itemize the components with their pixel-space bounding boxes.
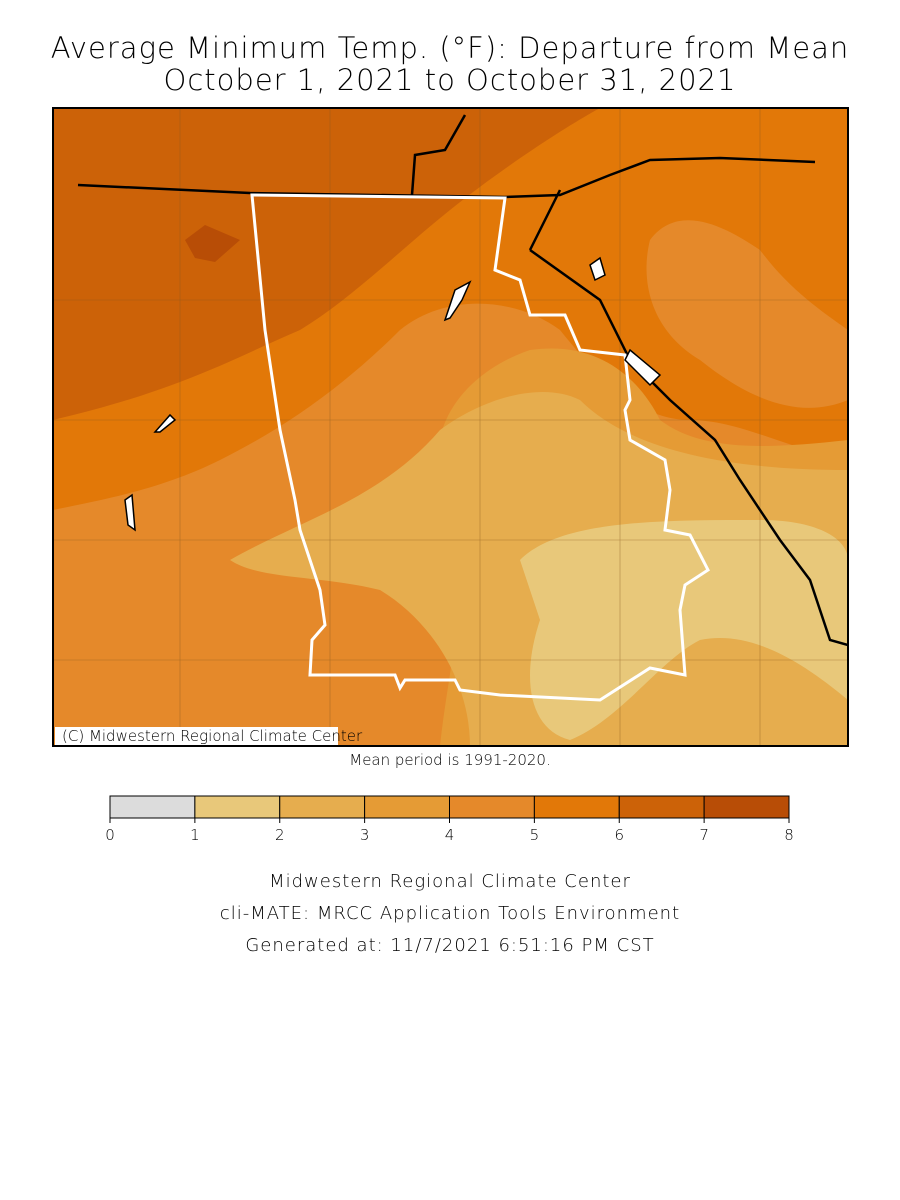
legend-swatch	[449, 795, 535, 819]
map-credit: (C) Midwestern Regional Climate Center	[62, 727, 363, 745]
legend-tick-label: 4	[445, 826, 455, 844]
title-line: October 1, 2021 to October 31, 2021	[164, 63, 737, 97]
legend-swatch	[533, 795, 620, 819]
legend-swatch	[618, 795, 705, 819]
legend-tick-label: 6	[614, 826, 624, 844]
legend-tick-label: 3	[360, 826, 370, 844]
footer-line: Midwestern Regional Climate Center	[269, 871, 631, 892]
legend-tick-label: 8	[784, 826, 794, 844]
legend-swatch	[194, 795, 281, 819]
map: (C) Midwestern Regional Climate Center	[53, 108, 848, 746]
mean-note: Mean period is 1991-2020.	[349, 751, 550, 769]
legend-tick-label: 1	[190, 826, 200, 844]
legend-tick-label: 0	[105, 826, 115, 844]
map-frame	[52, 107, 849, 747]
legend-swatch	[279, 795, 366, 819]
footer-line: cli-MATE: MRCC Application Tools Environ…	[220, 903, 680, 924]
legend-tick-label: 2	[275, 826, 285, 844]
legend-tick-label: 7	[699, 826, 709, 844]
legend-swatch	[364, 795, 450, 819]
legend-swatch	[703, 795, 790, 819]
legend-swatch	[109, 795, 196, 819]
legend: 0 1 2 3 4 5 6 7 8	[105, 795, 794, 844]
legend-tick-label: 5	[530, 826, 540, 844]
footer-line: Generated at: 11/7/2021 6:51:16 PM CST	[245, 935, 654, 956]
title-line: Average Minimum Temp. (°F): Departure fr…	[51, 31, 850, 65]
